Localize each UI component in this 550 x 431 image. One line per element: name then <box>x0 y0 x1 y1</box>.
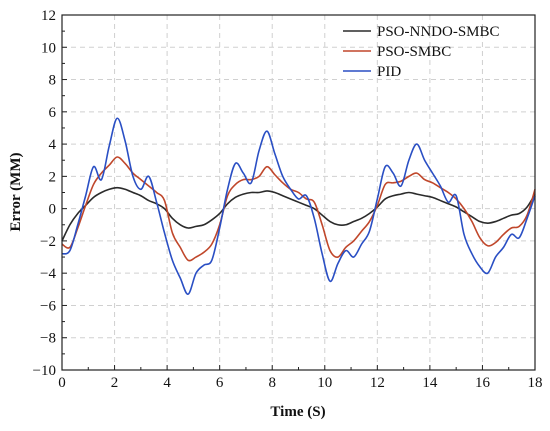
y-tick-label: 6 <box>49 105 57 121</box>
y-tick-label: 12 <box>41 8 56 24</box>
x-axis-title: Time (S) <box>270 404 325 420</box>
legend-label-pid: PID <box>377 64 401 80</box>
x-tick-label: 2 <box>111 375 119 391</box>
x-tick-label: 4 <box>163 375 171 391</box>
x-tick-label: 0 <box>58 375 66 391</box>
y-tick-label: 0 <box>49 202 57 218</box>
y-tick-label: −8 <box>40 331 56 347</box>
x-tick-label: 12 <box>370 375 385 391</box>
y-tick-label: −6 <box>40 298 56 314</box>
x-tick-label: 16 <box>475 375 491 391</box>
x-tick-label: 6 <box>216 375 224 391</box>
y-tick-label: 4 <box>49 137 57 153</box>
series-line-pso-nndo-smbc <box>61 186 536 242</box>
y-tick-label: −4 <box>40 266 56 282</box>
legend-label-pso-smbc: PSO-SMBC <box>377 44 451 60</box>
x-tick-label: 18 <box>528 375 543 391</box>
y-tick-label: 2 <box>49 169 57 185</box>
series-layer <box>61 117 536 295</box>
legend: PSO-NNDO-SMBC PSO-SMBC PID <box>343 24 500 80</box>
y-tick-label: −2 <box>40 234 56 250</box>
y-tick-label: 8 <box>49 73 57 89</box>
x-tick-label: 8 <box>268 375 276 391</box>
y-tick-label: 10 <box>41 40 56 56</box>
y-tick-label: −10 <box>33 363 56 379</box>
x-tick-label: 14 <box>422 375 438 391</box>
series-line-pso-smbc <box>61 156 536 262</box>
series-line-pid <box>61 117 536 295</box>
y-axis-title: Error (MM) <box>8 153 24 232</box>
axis-ticks <box>61 14 536 371</box>
x-tick-label: 10 <box>317 375 332 391</box>
axis-tick-labels: 0 2 4 6 8 10 12 14 16 18 −10 −8 −6 −4 −2 0 2 4 6 8 10 12 <box>33 8 543 391</box>
legend-label-pso-nndo-smbc: PSO-NNDO-SMBC <box>377 24 500 40</box>
